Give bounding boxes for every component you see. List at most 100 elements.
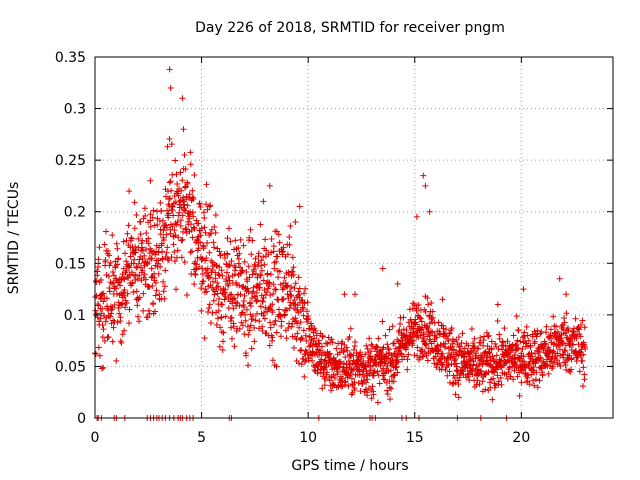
data-point	[467, 349, 474, 356]
data-point	[414, 344, 421, 351]
data-point	[581, 376, 588, 383]
data-point	[532, 376, 539, 383]
outlier-point	[494, 301, 501, 308]
data-point	[494, 317, 501, 324]
data-point	[537, 355, 544, 362]
outlier-point	[179, 95, 186, 102]
data-point	[336, 349, 343, 356]
data-point	[123, 300, 130, 307]
data-point	[95, 256, 102, 263]
data-point	[177, 217, 184, 224]
data-point	[289, 254, 296, 261]
outlier-point	[180, 126, 187, 133]
data-point	[305, 315, 312, 322]
data-point	[199, 270, 206, 277]
data-point	[167, 178, 174, 185]
data-point	[581, 324, 588, 331]
data-point	[545, 370, 552, 377]
data-point	[134, 302, 141, 309]
data-point	[187, 161, 194, 168]
data-point	[554, 328, 561, 335]
data-point	[390, 378, 397, 385]
data-point	[258, 257, 265, 264]
data-point	[186, 191, 193, 198]
outlier-point	[563, 291, 570, 298]
data-point	[126, 320, 133, 327]
data-point	[157, 263, 164, 270]
data-point	[224, 251, 231, 258]
data-point	[339, 375, 346, 382]
data-point	[228, 291, 235, 298]
data-point	[433, 334, 440, 341]
data-point	[343, 344, 350, 351]
data-point	[237, 270, 244, 277]
outlier-point	[352, 291, 359, 298]
y-tick-label: 0.05	[55, 359, 86, 375]
data-point	[352, 338, 359, 345]
data-point	[333, 345, 340, 352]
data-point	[139, 247, 146, 254]
data-point	[494, 372, 501, 379]
data-point	[579, 317, 586, 324]
data-point	[453, 360, 460, 367]
data-point	[353, 350, 360, 357]
data-point	[534, 331, 541, 338]
data-point	[374, 368, 381, 375]
data-point	[347, 353, 354, 360]
data-point	[362, 386, 369, 393]
data-point	[236, 302, 243, 309]
data-point	[132, 243, 139, 250]
data-point	[125, 222, 132, 229]
data-point	[439, 362, 446, 369]
data-point	[347, 371, 354, 378]
data-point	[120, 238, 127, 245]
data-point	[488, 345, 495, 352]
data-point	[421, 348, 428, 355]
data-point	[153, 287, 160, 294]
data-point	[171, 227, 178, 234]
data-point	[200, 278, 207, 285]
data-point	[580, 364, 587, 371]
data-point	[243, 268, 250, 275]
data-point	[194, 236, 201, 243]
data-point	[198, 225, 205, 232]
data-point	[369, 362, 376, 369]
data-point	[504, 338, 511, 345]
data-point	[452, 356, 459, 363]
data-point	[246, 274, 253, 281]
data-point	[287, 291, 294, 298]
data-point	[214, 279, 221, 286]
data-point	[160, 278, 167, 285]
data-point	[557, 363, 564, 370]
data-point	[116, 310, 123, 317]
data-point	[252, 270, 259, 277]
data-point	[292, 280, 299, 287]
data-point	[391, 340, 398, 347]
data-point	[379, 318, 386, 325]
data-point	[130, 289, 137, 296]
data-point	[360, 358, 367, 365]
data-point	[179, 228, 186, 235]
data-point	[455, 394, 462, 401]
x-axis-title: GPS time / hours	[291, 458, 408, 474]
plot-frame	[94, 56, 614, 419]
data-point	[192, 266, 199, 273]
data-point	[209, 267, 216, 274]
data-point	[394, 369, 401, 376]
data-point	[455, 352, 462, 359]
data-point	[173, 221, 180, 228]
data-point	[366, 363, 373, 370]
data-point	[499, 346, 506, 353]
data-point	[206, 249, 213, 256]
data-point	[326, 377, 333, 384]
data-point	[312, 327, 319, 334]
data-point	[157, 199, 164, 206]
data-point	[286, 233, 293, 240]
data-point	[302, 285, 309, 292]
data-point	[266, 342, 273, 349]
data-point	[107, 313, 114, 320]
data-point	[111, 283, 118, 290]
data-point	[289, 268, 296, 275]
data-point	[363, 342, 370, 349]
data-point	[303, 337, 310, 344]
